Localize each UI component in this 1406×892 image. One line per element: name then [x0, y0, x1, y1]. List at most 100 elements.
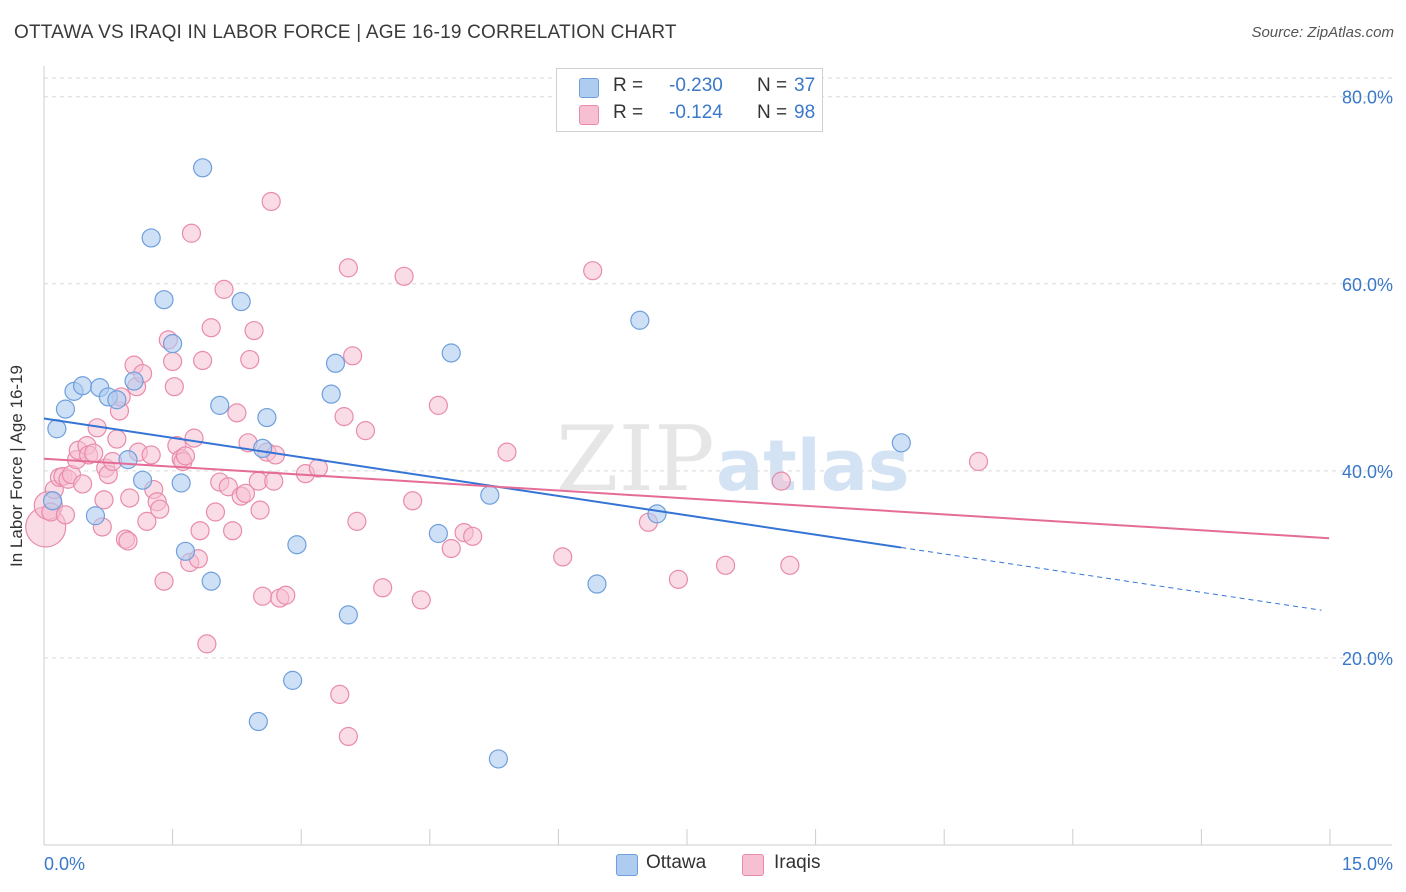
ottawa-point	[488, 749, 508, 769]
ottawa-point	[325, 353, 346, 373]
iraqis-swatch	[579, 105, 599, 125]
ottawa-point	[132, 470, 153, 490]
iraqis-point	[107, 429, 127, 449]
iraqis-r-value: -0.124	[669, 102, 723, 123]
iraqis-point	[55, 505, 76, 525]
ottawa-n-value: 37	[794, 75, 816, 96]
ottawa-point	[257, 407, 277, 428]
source-label: Source: ZipAtlas.com	[1251, 24, 1394, 41]
trend-lines	[43, 417, 1330, 611]
ottawa-point	[55, 399, 76, 419]
watermark-atlas: atlas	[716, 425, 910, 507]
ottawa-legend-label[interactable]: Ottawa	[646, 852, 707, 873]
correlation-legend: R = -0.230 N = 37 R = -0.124 N = 98	[556, 68, 823, 132]
iraqis-point	[240, 349, 260, 370]
iraqis-point	[235, 483, 256, 503]
y-tick-label: 20.0%	[1342, 649, 1393, 669]
iraqis-point	[583, 261, 603, 281]
iraqis-point	[441, 538, 461, 559]
iraqis-point	[120, 488, 140, 508]
ottawa-point	[47, 419, 67, 439]
iraqis-point	[347, 511, 367, 531]
iraqis-point	[154, 571, 174, 591]
iraqis-point	[190, 521, 210, 541]
iraqis-point	[223, 521, 243, 541]
iraqis-point	[84, 443, 104, 463]
iraqis-point	[338, 258, 358, 278]
iraqis-point	[227, 403, 247, 423]
iraqis-point	[141, 445, 161, 465]
ottawa-r-value: -0.230	[669, 75, 723, 96]
ottawa-point	[480, 485, 500, 505]
iraqis-point	[244, 320, 264, 341]
ottawa-point	[42, 491, 63, 511]
ottawa-point	[338, 605, 358, 625]
iraqis-trend-line	[43, 457, 1330, 540]
ottawa-point	[630, 310, 650, 330]
iraqis-point	[330, 684, 350, 705]
x-tick-label: 0.0%	[44, 854, 85, 874]
ottawa-point	[141, 228, 161, 248]
iraqis-point	[193, 350, 213, 371]
iraqis-point	[463, 526, 483, 546]
iraqis-point	[253, 586, 273, 606]
x-tick-label: 15.0%	[1342, 854, 1393, 874]
iraqis-point	[164, 377, 184, 397]
iraqis-point	[261, 191, 281, 212]
iraqis-point	[250, 500, 270, 520]
ottawa-point	[201, 571, 221, 591]
ottawa-point	[441, 343, 461, 363]
iraqis-point	[181, 223, 202, 243]
ottawa-legend-swatch[interactable]	[616, 854, 638, 876]
watermark: ZIP atlas	[556, 407, 910, 512]
ottawa-point	[124, 371, 144, 391]
iraqis-legend-label[interactable]: Iraqis	[774, 852, 821, 873]
iraqis-n-label: N =	[757, 102, 788, 123]
iraqis-point	[428, 395, 448, 415]
iraqis-point	[343, 346, 363, 366]
ottawa-point	[283, 670, 303, 690]
ottawa-point	[210, 395, 230, 415]
ottawa-point	[891, 433, 911, 453]
iraqis-point	[201, 318, 221, 338]
ottawa-point	[248, 711, 268, 732]
ottawa-point	[154, 290, 174, 310]
iraqis-point	[184, 428, 204, 448]
iraqis-point	[214, 279, 234, 299]
iraqis-point	[780, 555, 800, 575]
y-tick-label: 60.0%	[1342, 275, 1393, 295]
iraqis-point	[394, 266, 414, 286]
iraqis-n-value: 98	[794, 102, 816, 123]
ottawa-point	[647, 504, 667, 524]
ottawa-point	[171, 473, 191, 493]
iraqis-point	[338, 726, 358, 747]
ottawa-point	[428, 523, 448, 544]
iraqis-point	[197, 634, 217, 654]
iraqis-point	[276, 585, 296, 605]
iraqis-point	[373, 578, 393, 598]
iraqis-legend-swatch[interactable]	[742, 854, 764, 876]
ottawa-point	[107, 390, 127, 410]
iraqis-point	[715, 555, 736, 575]
ottawa-point	[193, 158, 213, 178]
iraqis-point	[553, 547, 573, 567]
ottawa-point	[118, 450, 138, 470]
iraqis-point	[118, 531, 138, 551]
tick-labels: 20.0% 40.0% 60.0% 80.0% 0.0% 15.0%	[44, 88, 1393, 874]
ottawa-point	[85, 506, 106, 526]
y-tick-label: 80.0%	[1342, 88, 1393, 108]
iraqis-point	[72, 474, 93, 494]
ottawa-point	[287, 535, 307, 555]
ottawa-point	[175, 541, 196, 561]
chart-title: OTTAWA VS IRAQI IN LABOR FORCE | AGE 16-…	[14, 22, 677, 43]
y-axis-label: In Labor Force | Age 16-19	[7, 365, 26, 567]
ottawa-trend-extension	[901, 547, 1322, 611]
iraqis-point	[218, 477, 238, 497]
iraqis-point	[411, 590, 431, 610]
iraqis-point	[497, 442, 517, 462]
iraqis-r-label: R =	[613, 102, 644, 123]
ottawa-swatch	[579, 78, 599, 98]
iraqis-point	[150, 499, 170, 519]
iraqis-point	[175, 446, 196, 466]
